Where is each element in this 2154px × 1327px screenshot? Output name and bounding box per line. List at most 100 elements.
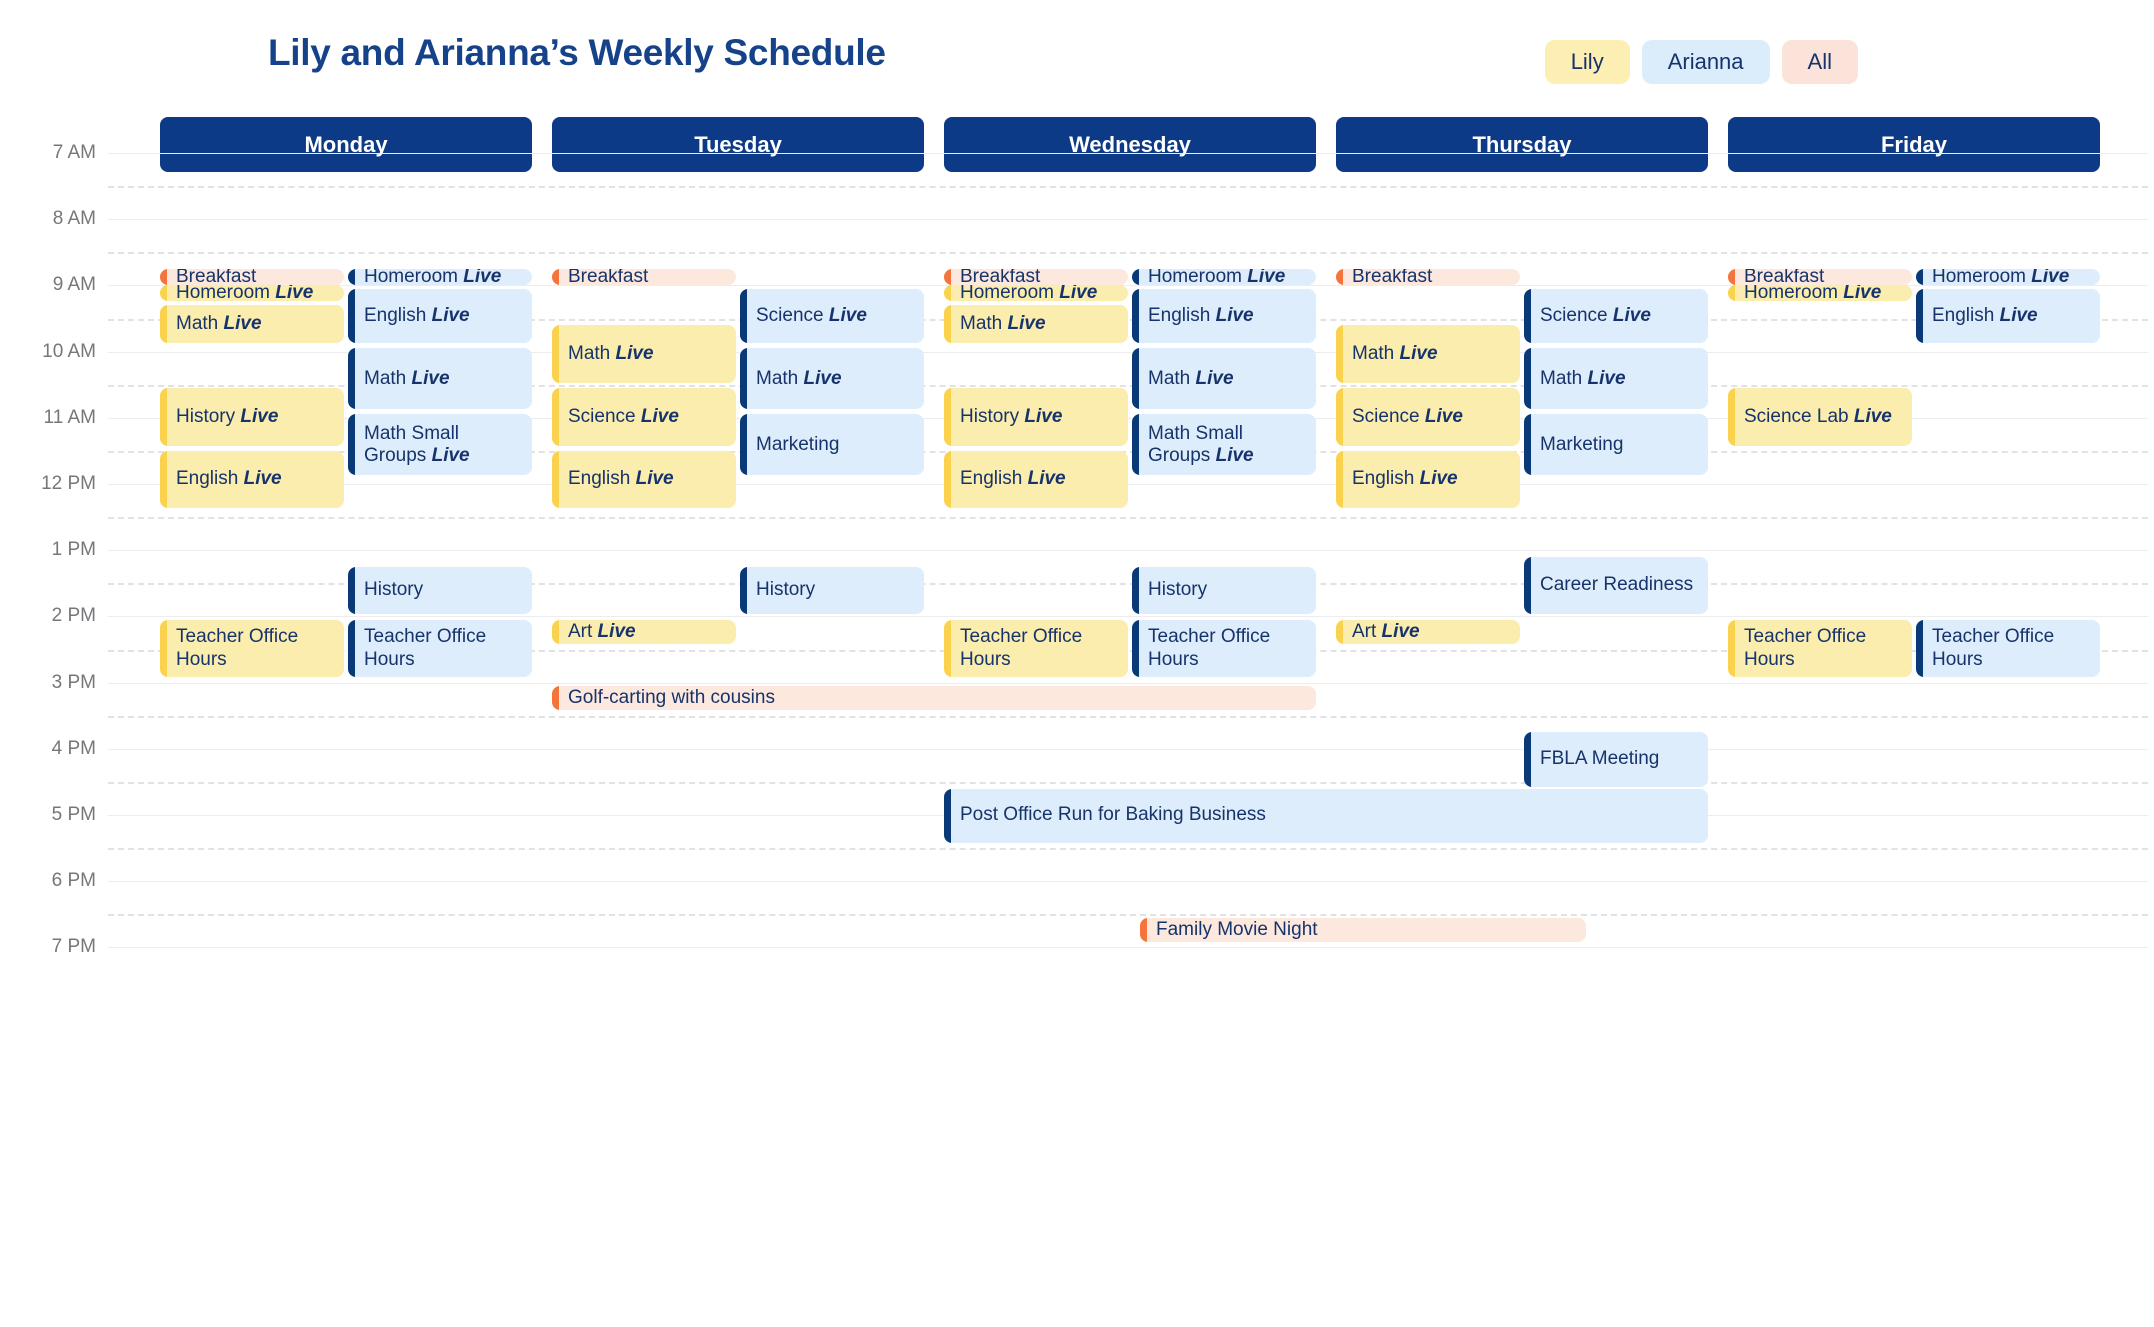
event-title: Art Live (568, 620, 636, 642)
event-accent-bar (1524, 414, 1531, 476)
calendar-event[interactable]: Art Live (1336, 619, 1520, 645)
calendar-event[interactable]: Math Small Groups Live (1132, 414, 1316, 476)
calendar-event[interactable]: Breakfast (552, 268, 736, 285)
calendar-event[interactable]: FBLA Meeting (1524, 732, 1708, 787)
day-header-monday[interactable]: Monday (160, 117, 532, 172)
time-axis-label: 7 AM (52, 142, 96, 163)
calendar-event[interactable]: Golf-carting with cousins (552, 685, 1316, 711)
event-title: Science Lab Live (1744, 405, 1892, 427)
calendar-event[interactable]: Breakfast (1728, 268, 1912, 285)
calendar-event[interactable]: Homeroom Live (1728, 285, 1912, 302)
event-accent-bar (944, 268, 951, 285)
event-title: Homeroom Live (960, 285, 1097, 301)
calendar-event[interactable]: History (348, 566, 532, 615)
filter-pill-arianna[interactable]: Arianna (1641, 40, 1770, 84)
calendar-event[interactable]: English Live (348, 288, 532, 343)
event-title: Art Live (1352, 620, 1420, 642)
event-accent-bar (160, 450, 167, 509)
event-live-badge: Live (1376, 620, 1420, 642)
event-title: History Live (960, 405, 1063, 427)
event-accent-bar (1336, 325, 1343, 383)
event-title: Homeroom Live (364, 269, 501, 285)
time-axis-label: 2 PM (51, 605, 96, 627)
calendar-event[interactable]: Science Lab Live (1728, 388, 1912, 446)
event-title: Math Small Groups Live (1148, 422, 1254, 466)
time-axis-label: 3 PM (51, 671, 96, 693)
grid-halfhour-line (108, 384, 2148, 387)
event-live-badge: Live (1190, 367, 1234, 389)
calendar-event[interactable]: Homeroom Live (944, 285, 1128, 302)
calendar-event[interactable]: English Live (1336, 450, 1520, 509)
calendar-event[interactable]: History (1132, 566, 1316, 615)
event-title: Homeroom Live (1744, 285, 1881, 301)
event-title: Math Small Groups Live (364, 422, 470, 466)
calendar-event[interactable]: English Live (160, 450, 344, 509)
event-accent-bar (944, 788, 951, 843)
time-axis-label: 12 PM (41, 473, 96, 494)
calendar-event[interactable]: Breakfast (944, 268, 1128, 285)
calendar-event[interactable]: Science Live (552, 388, 736, 446)
calendar-event[interactable]: Math Live (944, 305, 1128, 343)
event-accent-bar (552, 325, 559, 383)
calendar-event[interactable]: Breakfast (160, 268, 344, 285)
day-header-friday[interactable]: Friday (1728, 117, 2100, 172)
calendar-event[interactable]: Math Live (1524, 348, 1708, 410)
calendar-event[interactable]: Math Live (1336, 325, 1520, 383)
calendar-event[interactable]: Breakfast (1336, 268, 1520, 285)
calendar-event[interactable]: Math Live (552, 325, 736, 383)
calendar-event[interactable]: History Live (944, 388, 1128, 446)
calendar-event[interactable]: Marketing (740, 414, 924, 476)
event-live-badge: Live (1582, 367, 1626, 389)
calendar-event[interactable]: History (740, 566, 924, 615)
calendar-event[interactable]: Teacher Office Hours (1132, 619, 1316, 678)
calendar-event[interactable]: Marketing (1524, 414, 1708, 476)
calendar-event[interactable]: English Live (1132, 288, 1316, 343)
calendar-event[interactable]: English Live (552, 450, 736, 509)
event-title: Marketing (756, 433, 840, 455)
calendar-event[interactable]: English Live (1916, 288, 2100, 343)
calendar-event[interactable]: Teacher Office Hours (1916, 619, 2100, 678)
calendar-event[interactable]: Science Live (1524, 288, 1708, 343)
calendar-event[interactable]: Science Live (740, 288, 924, 343)
grid-halfhour-line (108, 715, 2148, 718)
calendar-event[interactable]: Homeroom Live (348, 268, 532, 285)
calendar-event[interactable]: Career Readiness (1524, 556, 1708, 615)
grid-hour-line (108, 285, 2148, 287)
calendar-event[interactable]: Art Live (552, 619, 736, 645)
filter-pill-lily[interactable]: Lily (1544, 40, 1630, 84)
day-header-tuesday[interactable]: Tuesday (552, 117, 924, 172)
event-live-badge: Live (1848, 405, 1892, 427)
event-title: Teacher Office Hours (1744, 626, 1867, 670)
calendar-event[interactable]: Teacher Office Hours (348, 619, 532, 678)
calendar-event[interactable]: Math Live (160, 305, 344, 343)
calendar-event[interactable]: Math Small Groups Live (348, 414, 532, 476)
event-live-badge: Live (218, 312, 262, 334)
calendar-event[interactable]: History Live (160, 388, 344, 446)
event-live-badge: Live (1210, 444, 1254, 466)
calendar-event[interactable]: Homeroom Live (1132, 268, 1316, 285)
calendar-event[interactable]: Homeroom Live (160, 285, 344, 302)
day-header-thursday[interactable]: Thursday (1336, 117, 1708, 172)
calendar-event[interactable]: Math Live (740, 348, 924, 410)
calendar-event[interactable]: Math Live (348, 348, 532, 410)
calendar-event[interactable]: Teacher Office Hours (944, 619, 1128, 678)
grid-halfhour-line (108, 848, 2148, 851)
event-accent-bar (1140, 917, 1147, 943)
event-title: Homeroom Live (1932, 269, 2069, 285)
filter-pill-all[interactable]: All (1781, 40, 1858, 84)
day-header-row: Monday Tuesday Wednesday Thursday Friday (160, 117, 2100, 172)
grid-hour-line (108, 616, 2148, 618)
event-accent-bar (1336, 450, 1343, 509)
calendar-event[interactable]: Teacher Office Hours (160, 619, 344, 678)
calendar-event[interactable]: Homeroom Live (1916, 268, 2100, 285)
calendar-event[interactable]: English Live (944, 450, 1128, 509)
calendar-event[interactable]: Family Movie Night (1140, 917, 1587, 943)
calendar-event[interactable]: Teacher Office Hours (1728, 619, 1912, 678)
calendar-event[interactable]: Science Live (1336, 388, 1520, 446)
event-accent-bar (1728, 388, 1735, 446)
calendar-event[interactable]: Math Live (1132, 348, 1316, 410)
day-header-wednesday[interactable]: Wednesday (944, 117, 1316, 172)
calendar-event[interactable]: Post Office Run for Baking Business (944, 788, 1708, 843)
event-accent-bar (552, 388, 559, 446)
time-axis-label: 11 AM (43, 406, 96, 428)
